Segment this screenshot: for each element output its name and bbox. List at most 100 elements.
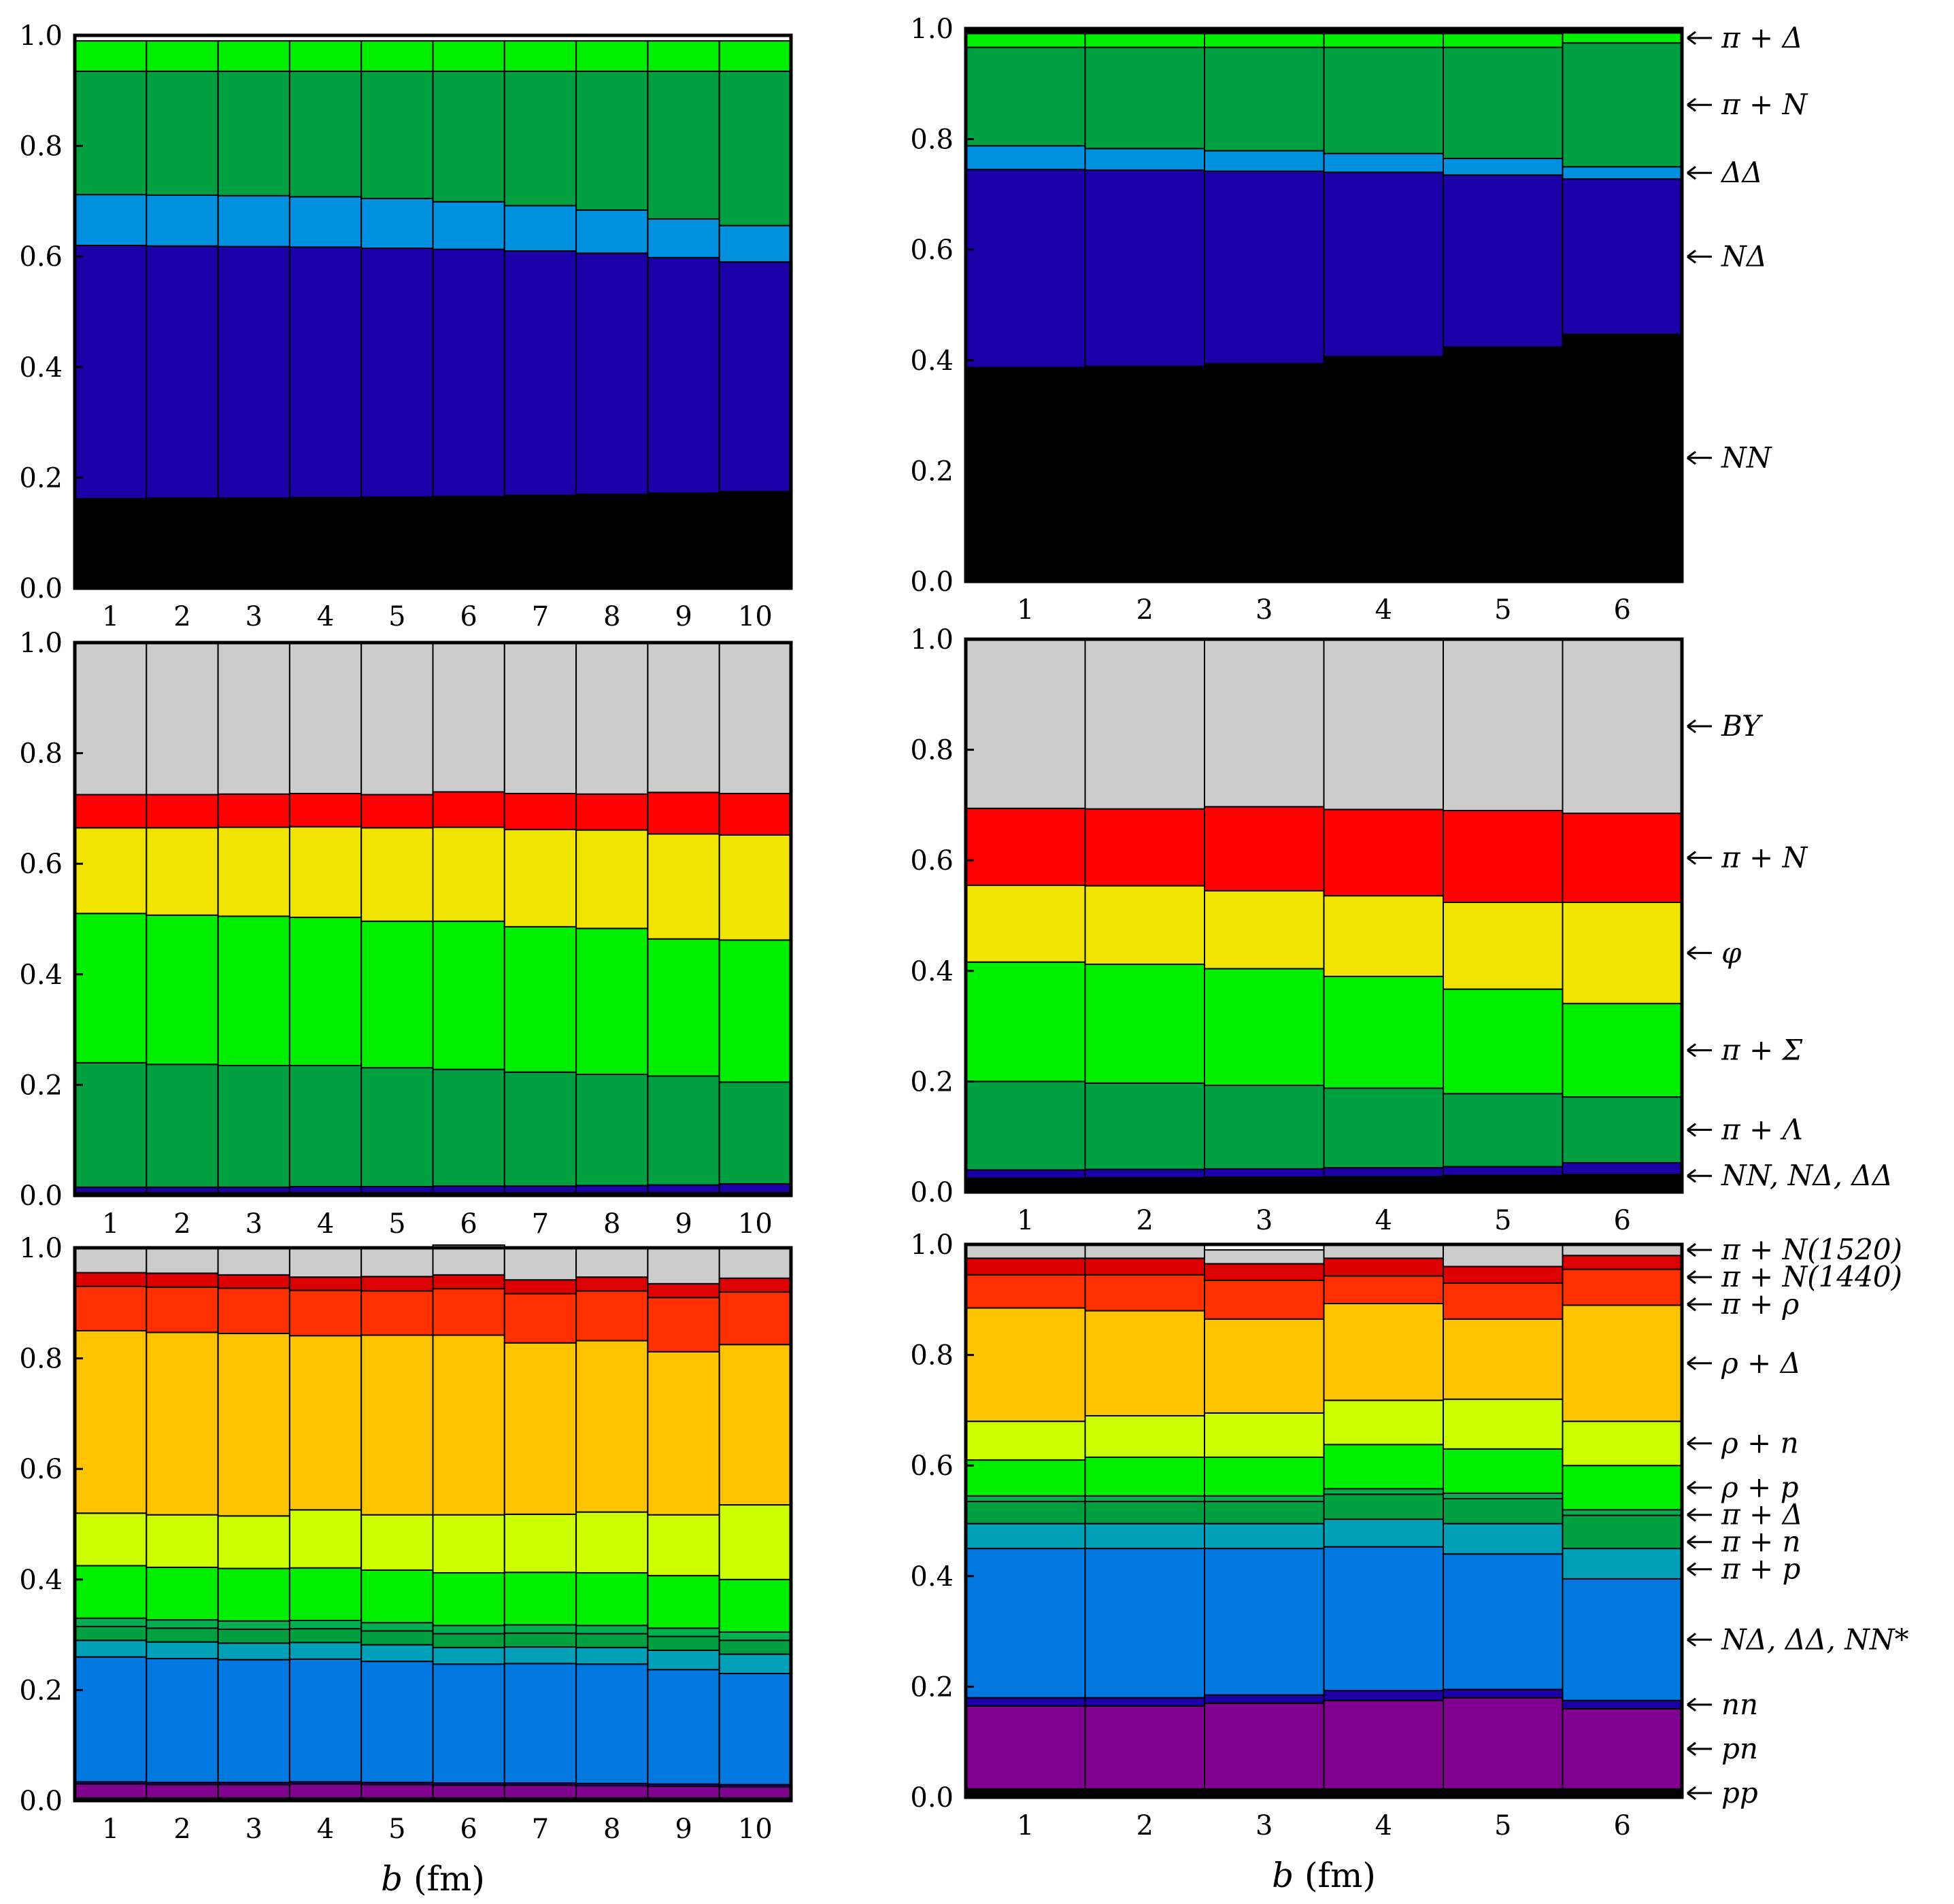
- bar-bottom-left-1-11: [74, 1272, 148, 1287]
- bar-bottom-left-9-6: [647, 1627, 720, 1637]
- bar-bottom-left-2-6: [146, 1619, 219, 1629]
- bar-top-right-2-4: [1084, 33, 1205, 48]
- chart-panel-middle-left: 1 2 3 4 5 6 7 8 9 10 0.0 0.2 0.4 0.6 0.8 1.0: [19, 628, 793, 1240]
- bar-bottom-right-3-11: [1204, 1263, 1325, 1281]
- bar-middle-left-3-6: [217, 642, 290, 795]
- bar-bottom-left-4-1: [288, 1783, 363, 1799]
- bar-middle-left-8-6: [575, 642, 649, 795]
- y-tick-label: 0.4: [910, 345, 954, 377]
- bar-bottom-right-6-10: [1562, 1268, 1683, 1306]
- bar-top-right-2-3: [1084, 46, 1205, 150]
- x-tick-label: 1: [1017, 1205, 1034, 1236]
- x-tick-label: 5: [388, 1814, 405, 1845]
- y-tick-label: 1.0: [910, 1229, 954, 1261]
- bar-bottom-right-5-2: [1443, 1688, 1564, 1699]
- y-tick-label: 0.6: [19, 1454, 63, 1485]
- bar-top-right-3-1: [1204, 170, 1325, 364]
- bar-top-left-4-0: [288, 496, 363, 589]
- bar-middle-right-1-1: [965, 1169, 1086, 1179]
- bar-top-left-9-2: [647, 218, 720, 258]
- bar-middle-left-7-2: [503, 1071, 577, 1187]
- y-tick-label: 0.6: [910, 1450, 954, 1482]
- bar-bottom-left-9-9: [647, 1350, 720, 1516]
- bar-middle-left-1-3: [74, 913, 148, 1064]
- bar-top-left-10-3: [718, 70, 792, 226]
- bar-middle-left-10-3: [718, 939, 792, 1083]
- bar-middle-right-1-2: [965, 1081, 1086, 1171]
- bar-bottom-left-10-12: [718, 1247, 792, 1279]
- x-tick-label: 3: [246, 1208, 263, 1240]
- bar-bottom-left-6-8: [432, 1514, 505, 1574]
- bar-bottom-right-2-12: [1084, 1244, 1205, 1259]
- bar-bottom-left-10-7: [718, 1578, 792, 1633]
- legend-label: π + ρ: [1721, 1287, 1799, 1321]
- bar-top-left-8-3: [575, 70, 649, 211]
- bar-bottom-left-8-4: [575, 1646, 649, 1665]
- bar-middle-left-8-4: [575, 829, 649, 930]
- x-tick-label: 5: [1494, 594, 1511, 626]
- bar-top-right-5-4: [1443, 33, 1564, 48]
- legend-arrowhead: [1687, 1123, 1696, 1137]
- bar-middle-right-3-6: [1204, 639, 1325, 808]
- bar-bottom-left-6-7: [432, 1572, 505, 1627]
- bar-top-left-2-0: [146, 497, 219, 589]
- bar-bottom-right-6-11: [1562, 1255, 1683, 1270]
- chart-panel-top-right: 1 2 3 4 5 6 0.0 0.2 0.4 0.6 0.8 1.0 π + Δ π + N ΔΔ NΔ NN: [910, 14, 1808, 626]
- bar-top-right-1-1: [965, 169, 1086, 369]
- x-tick-label: 1: [102, 1208, 119, 1240]
- bar-bottom-left-1-12: [74, 1247, 148, 1274]
- bar-bottom-right-4-9: [1323, 1302, 1444, 1401]
- bar-top-right-5-2: [1443, 158, 1564, 176]
- bar-middle-left-3-1: [217, 1186, 290, 1193]
- bar-middle-left-6-4: [432, 826, 505, 922]
- bar-middle-left-9-1: [647, 1184, 720, 1193]
- bar-bottom-right-1-11: [965, 1257, 1086, 1276]
- bar-top-left-2-1: [146, 245, 219, 499]
- x-tick-label: 6: [1614, 594, 1631, 626]
- bar-top-left-4-1: [288, 246, 363, 498]
- legend-label: π + N: [1721, 841, 1808, 874]
- bar-bottom-right-5-9: [1443, 1318, 1564, 1400]
- legend-label: ΔΔ: [1720, 156, 1763, 189]
- bar-middle-right-5-1: [1443, 1166, 1564, 1176]
- x-tick-label: 1: [102, 1814, 119, 1845]
- y-tick-label: 0.2: [910, 1066, 954, 1098]
- bar-middle-left-5-6: [360, 642, 434, 796]
- bar-top-left-5-0: [360, 496, 434, 589]
- bar-middle-right-6-5: [1562, 813, 1683, 903]
- bar-top-right-4-4: [1323, 33, 1444, 48]
- bar-bottom-right-4-8: [1323, 1399, 1444, 1446]
- legend-arrowhead: [1687, 97, 1696, 112]
- bar-bottom-right-2-7: [1084, 1457, 1205, 1497]
- x-tick-label: 5: [388, 601, 405, 632]
- x-tick-label: 4: [317, 1208, 334, 1240]
- bar-bottom-right-3-3: [1204, 1548, 1325, 1696]
- legend-label: π + Δ: [1721, 1498, 1803, 1531]
- bar-top-left-4-4: [288, 40, 363, 72]
- legend-arrowhead: [1687, 1356, 1696, 1370]
- legend-arrowhead: [1687, 1508, 1696, 1522]
- y-tick-label: 0.8: [19, 1344, 63, 1375]
- bar-middle-left-8-1: [575, 1185, 649, 1193]
- bar-bottom-left-3-7: [217, 1567, 290, 1622]
- bar-bottom-left-4-9: [288, 1335, 363, 1511]
- bar-bottom-right-1-8: [965, 1421, 1086, 1461]
- y-tick-label: 0.2: [19, 462, 63, 494]
- bar-bottom-left-1-6: [74, 1617, 148, 1627]
- bar-bottom-left-10-3: [718, 1673, 792, 1786]
- bar-middle-left-2-2: [146, 1064, 219, 1188]
- bar-top-left-7-3: [503, 70, 577, 207]
- chart-panel-bottom-right: 1 2 3 4 5 6 0.0 0.2 0.4 0.6 0.8 1.0 b (fm) π + N(1520…: [910, 1229, 1908, 1895]
- bar-bottom-right-3-7: [1204, 1457, 1325, 1497]
- bar-bottom-right-3-2: [1204, 1694, 1325, 1704]
- y-tick-label: 0.0: [19, 573, 63, 605]
- bar-bottom-left-4-8: [288, 1509, 363, 1569]
- bar-bottom-left-2-11: [146, 1272, 219, 1288]
- bar-bottom-right-3-1: [1204, 1702, 1325, 1790]
- bar-bottom-right-2-2: [1084, 1697, 1205, 1707]
- bar-bottom-right-4-6: [1323, 1488, 1444, 1495]
- x-tick-label: 6: [1614, 1205, 1631, 1236]
- bar-bottom-right-6-9: [1562, 1304, 1683, 1423]
- legend-label: NΔ: [1721, 239, 1767, 273]
- x-tick-label: 2: [173, 1814, 190, 1845]
